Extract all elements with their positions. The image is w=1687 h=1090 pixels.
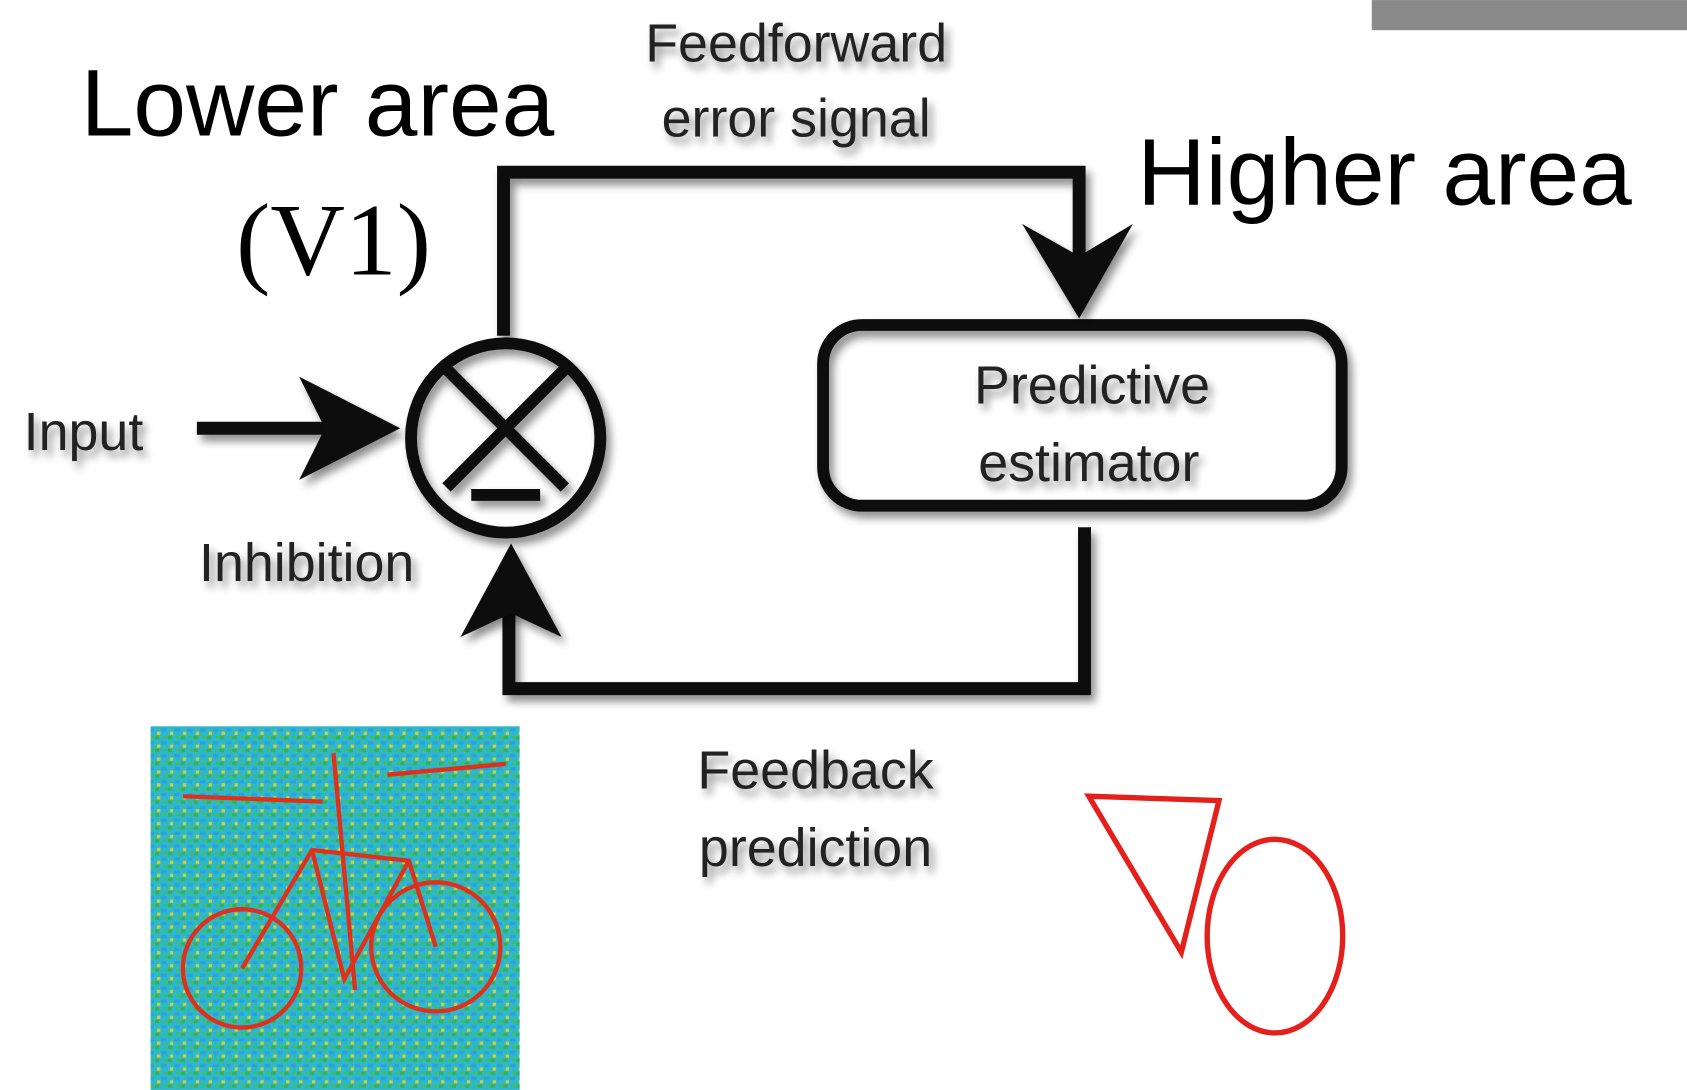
feedback-label: prediction [699,818,932,878]
feedforward-label: Feedforward [645,13,947,73]
higher-area-title: Higher area [1137,119,1632,225]
input-label: Input [24,402,144,462]
error-image [151,726,520,1090]
feedback-label: Feedback [697,741,933,801]
feedforward-path [504,172,1080,336]
photo-fragment [1372,0,1687,30]
feedback-path [509,527,1085,688]
inhibition-label: Inhibition [199,533,414,593]
comparator [411,343,600,532]
estimator-label: estimator [978,433,1199,493]
lower-area-subtitle: (V1) [236,183,431,297]
diagram: Lower area (V1) Feedforward error signal… [0,0,1687,1090]
lower-area-title: Lower area [81,51,555,157]
red-ellipse [1207,839,1343,1033]
estimator-label: Predictive [974,356,1210,416]
feedforward-label: error signal [662,89,931,149]
red-triangle [1089,796,1219,952]
